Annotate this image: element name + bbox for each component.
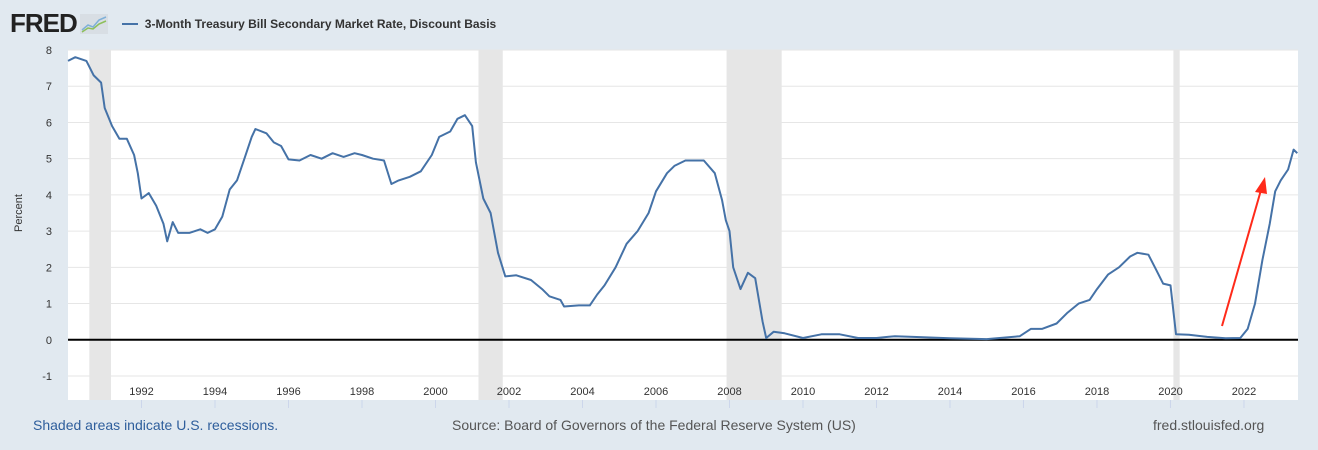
fred-chart-icon xyxy=(79,13,108,34)
y-tick-label: 3 xyxy=(46,226,52,238)
x-tick-label: 1996 xyxy=(276,386,300,398)
x-tick-label: 2002 xyxy=(497,386,521,398)
y-tick-label: 2 xyxy=(46,262,52,274)
x-tick-label: 2010 xyxy=(791,386,815,398)
x-tick-label: 2016 xyxy=(1011,386,1035,398)
y-tick-label: 1 xyxy=(46,299,52,311)
recession-band xyxy=(478,50,503,400)
x-tick-label: 2014 xyxy=(938,386,962,398)
y-tick-label: -1 xyxy=(42,371,52,383)
series-title: 3-Month Treasury Bill Secondary Market R… xyxy=(144,16,497,31)
x-tick-label: 1992 xyxy=(129,386,153,398)
fred-logo[interactable]: FRED xyxy=(10,8,78,38)
x-tick-label: 2008 xyxy=(717,386,741,398)
header: FRED 3-Month Treasury Bill Secondary Mar… xyxy=(10,8,496,39)
annotation-arrow xyxy=(1221,177,1267,327)
y-axis-label: Percent xyxy=(13,194,25,232)
x-tick-label: 1994 xyxy=(203,386,227,398)
x-tick-label: 2006 xyxy=(644,386,668,398)
recession-band xyxy=(1173,50,1180,400)
source-note: Source: Board of Governors of the Federa… xyxy=(452,417,856,433)
y-tick-label: 8 xyxy=(46,45,52,57)
recession-band xyxy=(89,50,111,400)
y-tick-label: 5 xyxy=(46,154,52,166)
series-line xyxy=(67,56,1298,341)
y-tick-label: 6 xyxy=(46,117,52,129)
x-tick-label: 2018 xyxy=(1085,386,1109,398)
x-tick-label: 2022 xyxy=(1232,386,1256,398)
legend-item[interactable]: 3-Month Treasury Bill Secondary Market R… xyxy=(121,16,497,31)
recession-band xyxy=(726,50,782,400)
x-tick-label: 2004 xyxy=(570,386,594,398)
legend-swatch xyxy=(121,22,138,25)
x-tick-label: 2020 xyxy=(1158,386,1182,398)
y-tick-label: 0 xyxy=(46,335,52,347)
x-tick-label: 2012 xyxy=(864,386,888,398)
y-tick-label: 7 xyxy=(46,81,52,93)
x-tick-label: 2000 xyxy=(423,386,447,398)
plot-background xyxy=(68,50,1298,400)
chart: 8 7 6 5 4 3 2 1 0 -1 1992 1994 1996 1998 2000 2002 2004 2… xyxy=(13,45,1298,408)
y-tick-label: 4 xyxy=(46,190,52,202)
site-link[interactable]: fred.stlouisfed.org xyxy=(1153,417,1265,433)
recession-note: Shaded areas indicate U.S. recessions. xyxy=(33,417,279,433)
x-tick-label: 1998 xyxy=(350,386,374,398)
